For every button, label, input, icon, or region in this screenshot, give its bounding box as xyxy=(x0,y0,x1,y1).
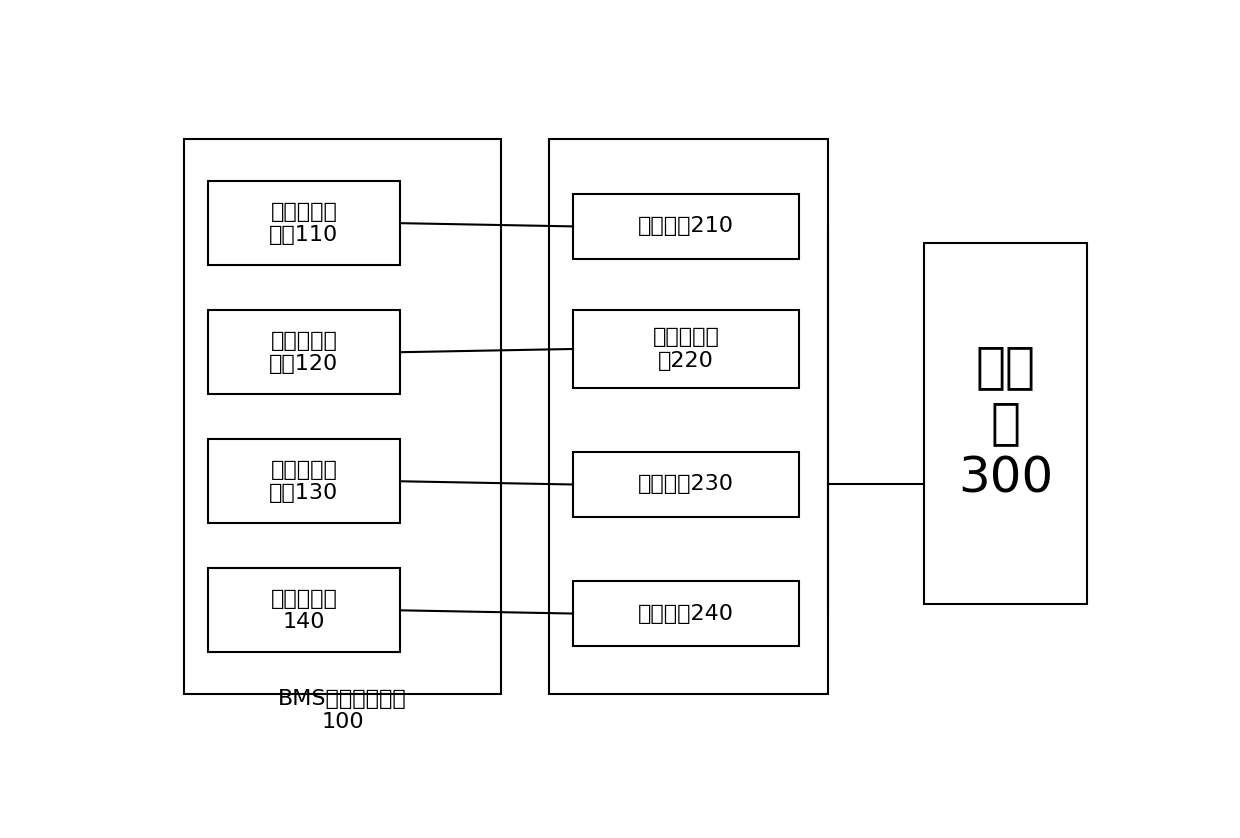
Text: 型号识别子
接口120: 型号识别子 接口120 xyxy=(269,331,339,374)
FancyBboxPatch shape xyxy=(208,439,401,523)
FancyBboxPatch shape xyxy=(573,582,799,646)
FancyBboxPatch shape xyxy=(924,242,1087,604)
Text: 温控模块210: 温控模块210 xyxy=(637,216,734,236)
Text: 互锁信号子
接口130: 互锁信号子 接口130 xyxy=(269,460,339,503)
FancyBboxPatch shape xyxy=(549,139,828,694)
Text: 型号模拟模
块220: 型号模拟模 块220 xyxy=(652,328,719,370)
Text: 通信子接口
140: 通信子接口 140 xyxy=(270,589,337,632)
Text: 通信模块240: 通信模块240 xyxy=(637,603,734,623)
FancyBboxPatch shape xyxy=(184,139,501,694)
FancyBboxPatch shape xyxy=(573,453,799,517)
FancyBboxPatch shape xyxy=(208,310,401,394)
FancyBboxPatch shape xyxy=(573,310,799,388)
FancyBboxPatch shape xyxy=(208,181,401,265)
Text: 接口模块230: 接口模块230 xyxy=(637,474,734,494)
FancyBboxPatch shape xyxy=(573,194,799,259)
FancyBboxPatch shape xyxy=(208,568,401,652)
Text: BMS交流充电接口
100: BMS交流充电接口 100 xyxy=(278,689,407,732)
Text: 上位
机
300: 上位 机 300 xyxy=(957,344,1053,503)
Text: 温度信号子
接口110: 温度信号子 接口110 xyxy=(269,202,339,245)
